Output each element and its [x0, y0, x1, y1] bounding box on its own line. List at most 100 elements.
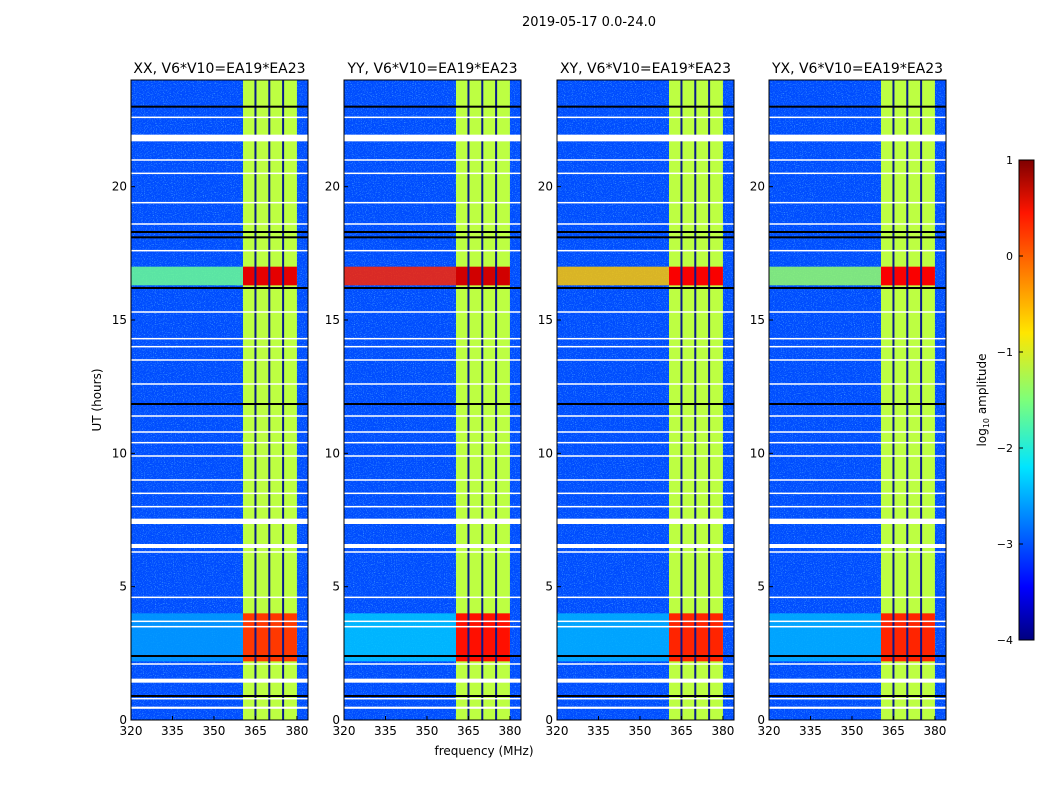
flagged-row: [769, 249, 946, 252]
channel-gap: [708, 80, 711, 720]
flagged-row: [131, 625, 308, 628]
panel-title: YY, V6*V10=EA19*EA23: [346, 61, 517, 77]
channel-gap: [892, 80, 895, 720]
y-tick-label: 5: [757, 580, 765, 594]
flagged-row: [557, 201, 734, 204]
flagged-row: [131, 431, 308, 433]
flagged-block: [344, 678, 521, 683]
x-tick-label: 380: [711, 724, 734, 738]
rfi-row-background: [344, 613, 457, 662]
panel-title: XY, V6*V10=EA19*EA23: [560, 61, 731, 77]
x-tick-label: 350: [841, 724, 864, 738]
rfi-row-background: [557, 613, 670, 662]
flagged-block: [769, 518, 946, 524]
flagged-row: [769, 223, 946, 225]
channel-gap: [268, 80, 271, 720]
dark-row: [769, 655, 946, 657]
flagged-row: [769, 337, 946, 340]
flagged-row: [557, 625, 734, 628]
flagged-row: [131, 311, 308, 313]
flagged-row: [557, 159, 734, 161]
y-tick-label: 5: [545, 580, 553, 594]
flagged-row: [131, 159, 308, 161]
channel-gap: [282, 80, 285, 720]
dark-row: [557, 403, 734, 405]
dark-row: [131, 287, 308, 289]
colorbar: log10 amplitude 10−1−2−3−4: [975, 154, 1035, 647]
flagged-block: [557, 134, 734, 142]
x-tick-label: 320: [333, 724, 356, 738]
flagged-row: [557, 551, 734, 553]
flagged-row: [769, 345, 946, 348]
dark-row: [557, 695, 734, 697]
colorbar-label-sub: 10: [982, 418, 991, 428]
dark-row: [769, 695, 946, 697]
dark-row: [131, 655, 308, 657]
flagged-row: [344, 223, 521, 225]
y-tick-label: 20: [112, 180, 127, 194]
flagged-row: [131, 492, 308, 495]
flagged-row: [557, 479, 734, 481]
flagged-row: [769, 492, 946, 495]
flagged-row: [344, 455, 521, 457]
flagged-row: [557, 441, 734, 444]
flagged-row: [769, 431, 946, 433]
rfi-row-background: [344, 266, 457, 286]
y-tick-label: 20: [325, 180, 340, 194]
flagged-row: [131, 201, 308, 204]
x-tick-label: 380: [923, 724, 946, 738]
dark-row: [769, 403, 946, 405]
y-tick-label: 15: [112, 313, 127, 327]
flagged-row: [769, 697, 946, 700]
flagged-row: [131, 441, 308, 444]
y-tick-label: 0: [757, 713, 765, 727]
y-tick-label: 15: [538, 313, 553, 327]
dark-row: [769, 105, 946, 108]
rfi-row-background: [769, 613, 882, 662]
flagged-row: [131, 172, 308, 175]
flagged-row: [557, 359, 734, 361]
flagged-row: [557, 311, 734, 313]
y-tick-label: 10: [538, 446, 553, 460]
y-tick-label: 20: [538, 180, 553, 194]
flagged-block: [557, 678, 734, 683]
x-tick-label: 350: [416, 724, 439, 738]
y-tick-label: 15: [750, 313, 765, 327]
flagged-row: [131, 383, 308, 385]
y-tick-label: 0: [545, 713, 553, 727]
flagged-row: [769, 620, 946, 623]
panel-3: YX, V6*V10=EA19*EA23 320 335 350 365 380 0 5 10 1…: [750, 61, 947, 738]
dark-row: [557, 287, 734, 289]
flagged-row: [557, 383, 734, 385]
rfi-row-background: [557, 266, 670, 286]
y-tick-label: 0: [332, 713, 340, 727]
figure-title: 2019-05-17 0.0-24.0: [522, 15, 656, 30]
flagged-row: [769, 505, 946, 508]
rfi-row-background: [769, 266, 882, 286]
flagged-row: [131, 596, 308, 599]
flagged-row: [769, 663, 946, 665]
flagged-row: [769, 159, 946, 161]
flagged-block: [131, 134, 308, 142]
x-tick-label: 380: [285, 724, 308, 738]
panel-2: XY, V6*V10=EA19*EA23 320 335 350 365 380 0 5 10 1…: [538, 61, 735, 738]
flagged-block: [344, 134, 521, 142]
flagged-row: [557, 620, 734, 623]
x-tick-label: 335: [161, 724, 184, 738]
x-tick-label: 320: [120, 724, 143, 738]
channel-gap: [481, 80, 484, 720]
flagged-row: [769, 479, 946, 481]
dark-row: [557, 231, 734, 233]
dark-row: [557, 655, 734, 657]
dark-row: [344, 236, 521, 239]
dark-row: [769, 231, 946, 233]
flagged-row: [769, 172, 946, 175]
dark-row: [131, 403, 308, 405]
panel-title: XX, V6*V10=EA19*EA23: [133, 61, 305, 77]
colorbar-tick-label: −4: [997, 634, 1013, 647]
colorbar-tick-label: −1: [997, 346, 1013, 359]
x-tick-label: 320: [546, 724, 569, 738]
flagged-row: [131, 620, 308, 623]
flagged-row: [557, 415, 734, 417]
